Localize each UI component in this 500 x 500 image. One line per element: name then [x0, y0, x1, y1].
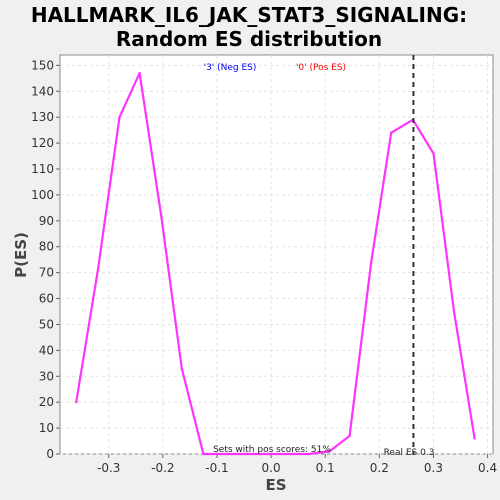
chart-subtitle: Random ES distribution [116, 27, 382, 51]
data-point [245, 452, 248, 456]
chart-title: HALLMARK_IL6_JAK_STAT3_SIGNALING: [31, 3, 467, 27]
data-point [328, 450, 331, 453]
x-tick-label: -0.1 [205, 461, 228, 475]
y-tick-label: 20 [39, 395, 54, 409]
x-tick-label: 0.4 [478, 461, 497, 475]
y-tick-label: 40 [39, 343, 54, 357]
data-point [473, 437, 476, 440]
real-es-annotation: Real ES 0.3 [384, 448, 435, 458]
data-point [348, 434, 351, 438]
y-tick-label: 80 [39, 240, 54, 254]
data-point [202, 452, 205, 456]
y-tick-label: 140 [31, 84, 54, 98]
y-tick-label: 120 [31, 136, 54, 150]
x-tick-label: 0.3 [424, 461, 443, 475]
y-axis-title: P(ES) [12, 232, 30, 278]
y-tick-label: 30 [39, 369, 54, 383]
x-tick-label: -0.2 [151, 461, 174, 475]
legend-pos-label: '0' (Pos ES) [296, 63, 346, 73]
data-point [118, 115, 121, 119]
data-point [226, 452, 229, 456]
data-point [452, 310, 456, 313]
x-tick-label: 0.0 [262, 461, 281, 475]
pos-scores-annotation: Sets with pos scores: 51% [213, 445, 331, 455]
y-tick-label: 70 [39, 266, 54, 280]
data-point [138, 71, 141, 75]
distribution-line [75, 71, 476, 456]
data-point [180, 367, 183, 370]
y-tick-label: 110 [31, 162, 54, 176]
x-axis-title: ES [265, 476, 286, 494]
y-tick-label: 100 [31, 188, 54, 202]
x-tick-label: 0.2 [370, 461, 389, 475]
x-tick-label: 0.1 [316, 461, 335, 475]
y-tick-label: 10 [39, 421, 54, 435]
data-point [432, 152, 435, 155]
series [75, 71, 476, 456]
y-tick-label: 90 [39, 214, 54, 228]
data-point [307, 452, 311, 456]
axis-ticks: 0 10 20 30 40 50 60 70 80 90 100 110 120 130 140 150 -0.… [31, 58, 497, 475]
y-tick-label: 150 [31, 58, 54, 72]
legend-neg-label: '3' (Neg ES) [204, 63, 257, 73]
y-tick-label: 50 [39, 317, 54, 331]
data-point [291, 452, 294, 456]
plot-area [59, 54, 494, 455]
y-tick-label: 60 [39, 292, 54, 306]
data-point [75, 400, 78, 404]
data-point [160, 214, 163, 217]
data-point [370, 261, 373, 264]
data-point [96, 268, 100, 272]
x-tick-label: -0.3 [97, 461, 120, 475]
data-point [390, 131, 393, 134]
grid [60, 55, 493, 455]
data-point [269, 452, 273, 456]
y-tick-label: 130 [31, 110, 54, 124]
y-tick-label: 0 [46, 447, 54, 461]
